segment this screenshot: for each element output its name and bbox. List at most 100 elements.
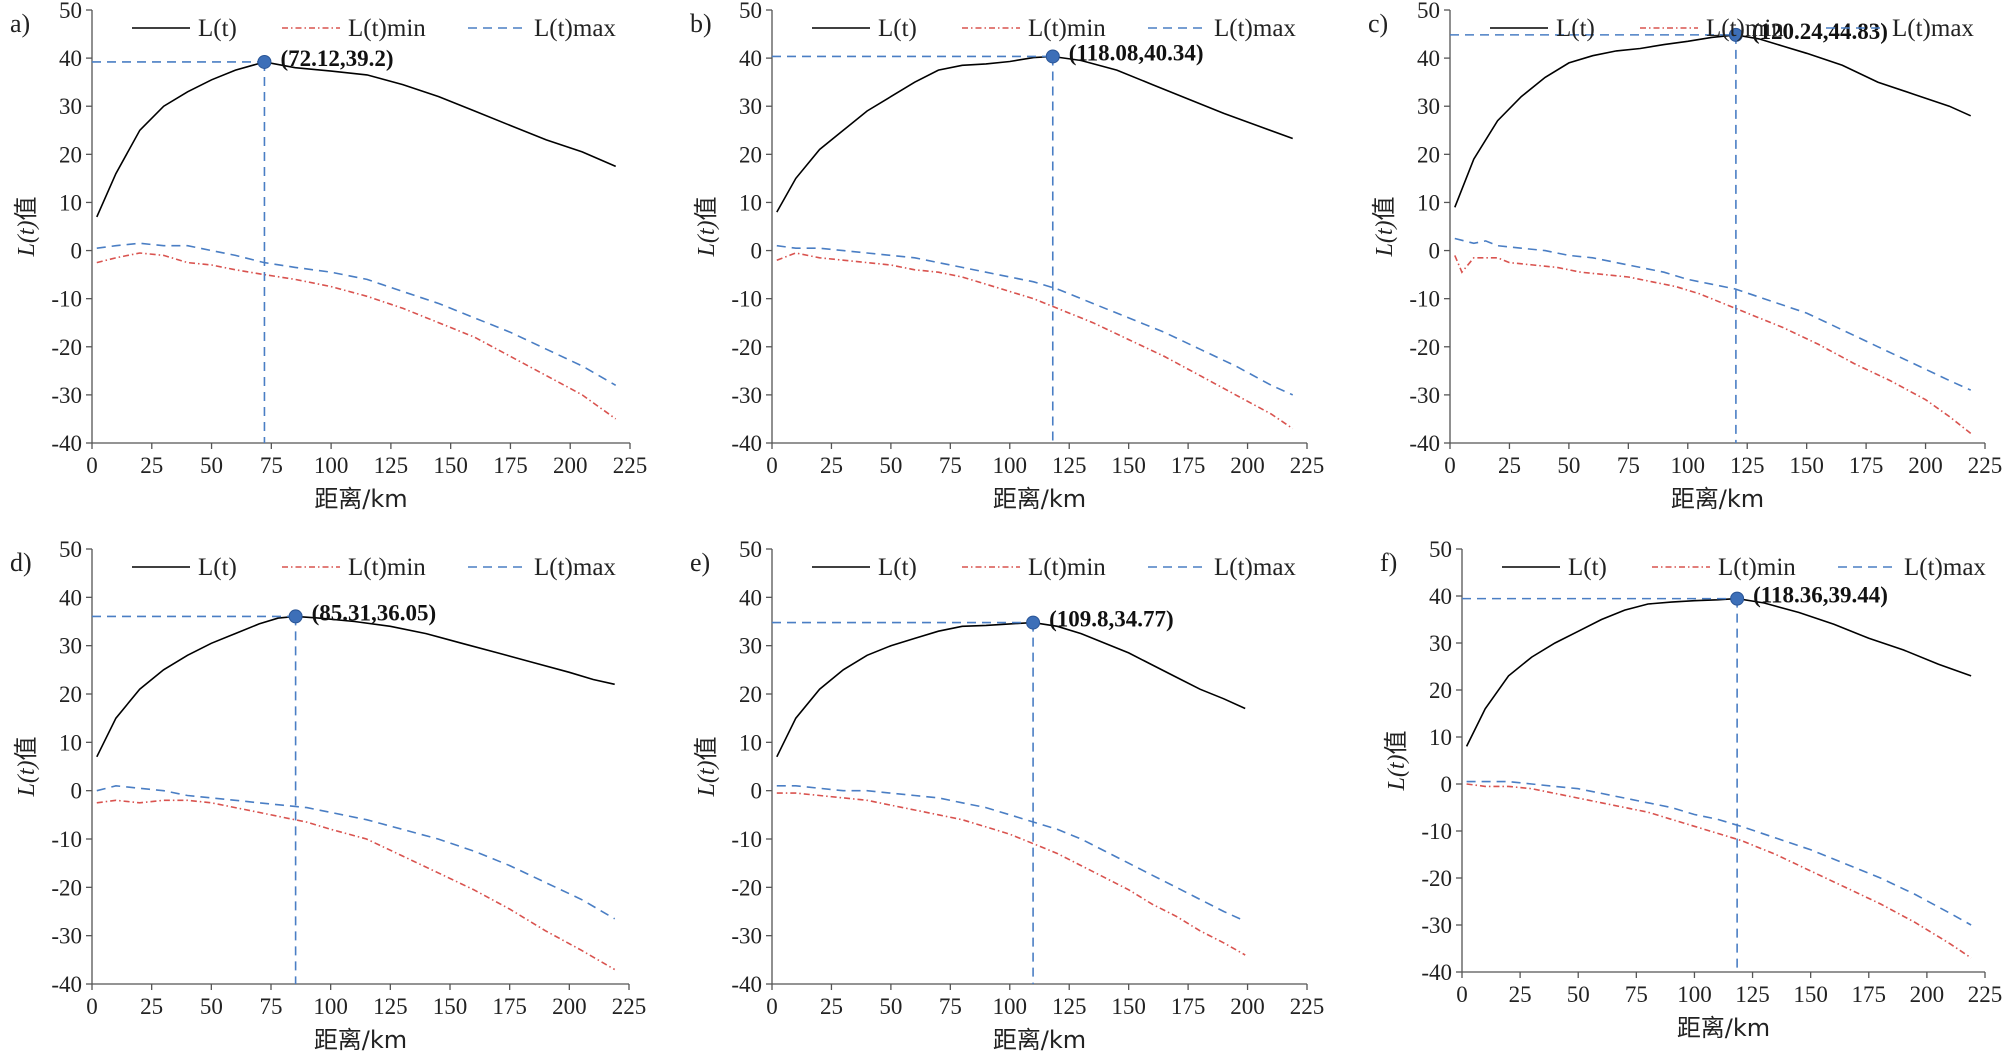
x-tick-label: 50 (1557, 453, 1580, 478)
peak-label: (85.31,36.05) (312, 600, 437, 625)
x-tick-label: 75 (260, 453, 283, 478)
chart-panel-d: -40 -30 -20 -10 0 10 20 30 40 50 0 25 50 75 100 125 150 1… (10, 537, 646, 1054)
x-tick-label: 225 (613, 453, 648, 478)
y-tick-label: -40 (51, 972, 82, 997)
x-tick-label: 125 (1052, 994, 1087, 1019)
y-axis-title-var: L(t) (14, 220, 40, 257)
y-axis-title-suffix: 值 (1382, 731, 1410, 755)
x-tick-label: 100 (313, 994, 348, 1019)
y-tick-label: 30 (739, 94, 762, 119)
legend-label: L(t)max (1214, 15, 1296, 42)
y-tick-label: 50 (739, 537, 762, 562)
x-tick-label: 25 (140, 453, 163, 478)
y-axis-title-var: L(t) (1372, 220, 1398, 257)
y-tick-label: 50 (1429, 537, 1452, 562)
y-axis-title: L(t)值 (12, 737, 40, 798)
y-axis-title-suffix: 值 (12, 737, 40, 761)
y-tick-label: -30 (51, 924, 82, 949)
y-tick-label: -40 (731, 972, 762, 997)
x-tick-label: 150 (433, 453, 468, 478)
legend-label: L(t) (878, 554, 917, 581)
y-tick-label: -40 (1421, 960, 1452, 985)
y-tick-label: -40 (1409, 431, 1440, 456)
x-tick-label: 225 (1968, 982, 2003, 1007)
x-tick-label: 125 (1730, 453, 1765, 478)
legend-label: L(t) (198, 15, 237, 42)
peak-label: (118.36,39.44) (1753, 583, 1888, 608)
series-line-lt (776, 621, 1246, 758)
panel-label: f) (1380, 548, 1397, 577)
y-tick-label: 20 (1429, 678, 1452, 703)
y-tick-label: 30 (1417, 94, 1440, 119)
y-tick-label: -30 (731, 383, 762, 408)
x-tick-label: 175 (1171, 994, 1206, 1019)
y-tick-label: 10 (1429, 725, 1452, 750)
peak-label: (118.08,40.34) (1069, 40, 1204, 65)
y-axis-title-var: L(t) (694, 760, 720, 797)
legend-label: L(t) (198, 554, 237, 581)
y-tick-label: -20 (731, 875, 762, 900)
y-tick-label: 20 (739, 142, 762, 167)
panel-label: a) (10, 9, 30, 38)
x-tick-label: 125 (1052, 453, 1087, 478)
x-tick-label: 225 (1290, 453, 1325, 478)
x-tick-label: 100 (1671, 453, 1706, 478)
panel-label: d) (10, 548, 32, 577)
y-tick-label: -40 (731, 431, 762, 456)
legend-label: L(t)max (1892, 15, 1974, 42)
y-tick-label: -10 (731, 827, 762, 852)
y-tick-label: -20 (1409, 335, 1440, 360)
x-tick-label: 25 (1498, 453, 1521, 478)
series-line-ltmax (776, 244, 1294, 396)
peak-marker (257, 54, 272, 69)
x-tick-label: 125 (373, 994, 408, 1019)
y-tick-label: 50 (1417, 0, 1440, 23)
y-tick-label: 10 (59, 190, 82, 215)
x-tick-label: 200 (1230, 453, 1265, 478)
x-axis-title: 距离/km (314, 485, 407, 513)
x-tick-label: 0 (86, 453, 98, 478)
x-tick-label: 25 (140, 994, 163, 1019)
x-tick-label: 150 (1793, 982, 1828, 1007)
y-axis-title-suffix: 值 (1370, 197, 1398, 221)
y-tick-label: 40 (59, 46, 82, 71)
x-axis-title: 距离/km (314, 1026, 407, 1054)
y-tick-label: 0 (71, 239, 83, 264)
x-tick-label: 175 (1852, 982, 1887, 1007)
y-tick-label: 0 (751, 779, 763, 804)
series-line-ltmax (776, 785, 1246, 922)
x-tick-label: 225 (612, 994, 647, 1019)
y-tick-label: -40 (51, 431, 82, 456)
legend-label: L(t)max (1214, 554, 1296, 581)
y-tick-label: 40 (739, 46, 762, 71)
series-line-ltmin (776, 252, 1294, 430)
y-tick-label: 40 (739, 585, 762, 610)
y-tick-label: -20 (1421, 866, 1452, 891)
legend-label: L(t)min (1718, 554, 1796, 581)
peak-marker (1730, 591, 1745, 606)
x-tick-label: 50 (1567, 982, 1590, 1007)
y-tick-label: -10 (51, 287, 82, 312)
x-tick-label: 200 (552, 994, 587, 1019)
y-tick-label: -20 (51, 875, 82, 900)
y-tick-label: -10 (1409, 287, 1440, 312)
y-tick-label: 30 (59, 94, 82, 119)
y-tick-label: 0 (751, 239, 763, 264)
y-axis-title-suffix: 值 (692, 197, 720, 221)
x-tick-label: 75 (939, 453, 962, 478)
x-tick-label: 75 (939, 994, 962, 1019)
series-line-ltmax (1466, 780, 1972, 926)
chart-panel-a: -40 -30 -20 -10 0 10 20 30 40 50 0 25 50 75 100 125 150 1… (10, 0, 647, 513)
x-tick-label: 200 (1230, 994, 1265, 1019)
x-axis-title: 距离/km (993, 1026, 1086, 1054)
panel-label: e) (690, 548, 710, 577)
legend-label: L(t)min (1028, 15, 1106, 42)
y-axis-title-var: L(t) (694, 220, 720, 257)
y-tick-label: 50 (59, 0, 82, 23)
x-tick-label: 200 (1910, 982, 1945, 1007)
y-axis-title: L(t)值 (1382, 731, 1410, 792)
y-axis-title: L(t)值 (692, 737, 720, 798)
y-tick-label: 10 (1417, 190, 1440, 215)
panel-label: b) (690, 9, 712, 38)
